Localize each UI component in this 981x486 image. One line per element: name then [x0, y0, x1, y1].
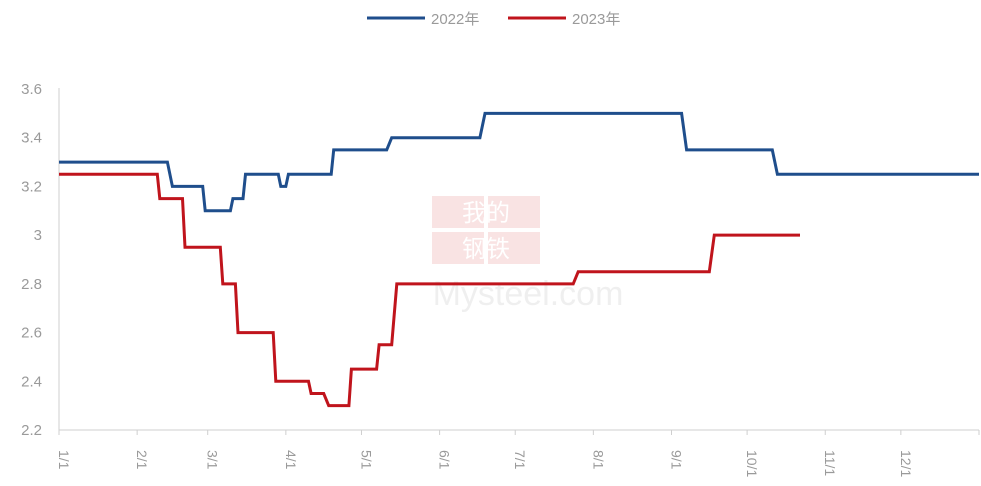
y-tick-label: 3.4	[21, 130, 42, 147]
x-tick-label: 12/1	[898, 450, 914, 477]
watermark-box-1	[432, 196, 484, 228]
y-tick-label: 2.2	[21, 422, 42, 439]
series-layer	[59, 111, 979, 408]
x-tick-label: 5/1	[358, 450, 374, 470]
x-tick-label: 4/1	[283, 450, 299, 470]
watermark-text-2: 钢铁	[462, 236, 510, 263]
x-tick-label: 1/1	[56, 450, 72, 470]
x-tick-label: 2/1	[134, 450, 150, 470]
y-tick-label: 3.2	[21, 178, 42, 195]
x-tick-label: 9/1	[668, 450, 684, 470]
legend: 2022年 2023年	[367, 11, 620, 28]
x-tick-label: 10/1	[744, 450, 760, 477]
y-axis-ticks: 3.6 3.4 3.2 3 2.8 2.6 2.4 2.2	[21, 81, 42, 439]
series-line-2022	[59, 111, 979, 213]
series-line-2023	[59, 172, 800, 408]
watermark-text-3: Mysteel.com	[433, 275, 624, 313]
y-tick-label: 3	[34, 227, 42, 244]
x-tick-label: 3/1	[205, 450, 221, 470]
watermark: 我的 钢铁 Mysteel.com	[432, 196, 623, 313]
y-tick-label: 2.4	[21, 373, 42, 390]
watermark-box-2	[488, 196, 540, 228]
x-axis-ticks: 1/1 2/1 3/1 4/1 5/1 6/1 7/1 8/1 9/1 10/1 11/1 12/1	[56, 430, 980, 477]
watermark-text-1: 我的	[462, 200, 510, 227]
legend-label-2022: 2022年	[431, 11, 479, 28]
y-tick-label: 3.6	[21, 81, 42, 98]
legend-label-2023: 2023年	[572, 11, 620, 28]
y-tick-label: 2.6	[21, 325, 42, 342]
y-tick-label: 2.8	[21, 276, 42, 293]
x-tick-label: 11/1	[822, 450, 838, 476]
x-tick-label: 8/1	[590, 450, 606, 470]
x-tick-label: 6/1	[437, 450, 453, 470]
watermark-box-4	[488, 232, 540, 264]
watermark-box-3	[432, 232, 484, 264]
x-tick-label: 7/1	[512, 450, 528, 470]
